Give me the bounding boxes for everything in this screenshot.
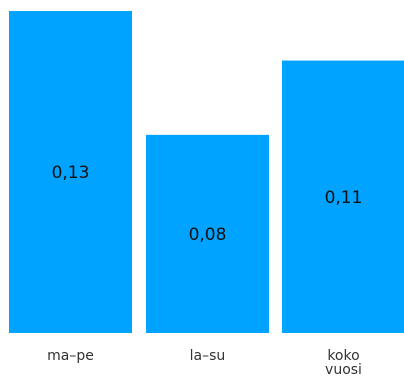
category-label-line: la–su	[190, 348, 226, 364]
bar-2	[282, 60, 404, 334]
bar-value-label-1: 0,08	[189, 225, 227, 245]
category-label-1: la–su	[190, 348, 226, 364]
bar-0	[9, 11, 132, 333]
bar-value-label-2: 0,11	[325, 188, 363, 208]
category-label-0: ma–pe	[47, 348, 94, 364]
bar-value-label-0: 0,13	[52, 163, 90, 183]
category-label-line: ma–pe	[47, 348, 94, 364]
value-labels-group: 0,13 0,08 0,11	[52, 163, 363, 245]
category-label-line: vuosi	[325, 362, 362, 378]
category-label-2: koko vuosi	[325, 348, 362, 378]
bars-group	[9, 11, 404, 334]
category-label-line: koko	[327, 348, 359, 364]
bar-1	[146, 134, 269, 333]
category-labels-group: ma–pe la–su koko vuosi	[47, 348, 362, 378]
